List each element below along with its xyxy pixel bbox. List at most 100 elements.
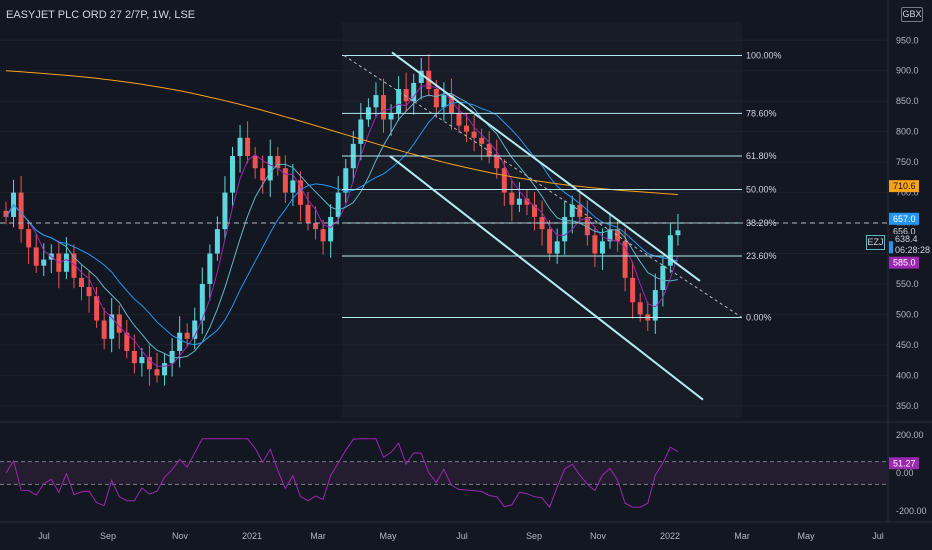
candle-body [26, 229, 32, 248]
candle-body [245, 137, 251, 157]
candle-body [501, 168, 507, 193]
candle-body [237, 137, 243, 157]
candle-body [252, 156, 258, 169]
ma-long-line [5, 70, 678, 195]
fib-level-label: 23.60% [746, 251, 777, 261]
candle-body [358, 119, 364, 144]
candle-body [275, 156, 281, 169]
candle-body [230, 156, 235, 193]
price-axis-label-bg [889, 180, 919, 193]
time-axis-label: 2022 [660, 531, 680, 541]
candle-body [146, 357, 152, 370]
price-axis-tick: 500.0 [896, 309, 919, 319]
candle-body [320, 229, 326, 242]
chart-title: EASYJET PLC ORD 27 2/7P, 1W, LSE [6, 9, 196, 21]
candle-body [94, 296, 100, 321]
time-axis-label: Nov [172, 531, 189, 541]
candle-body [267, 156, 273, 181]
candle-body [214, 229, 220, 254]
candle-body [516, 198, 522, 205]
fib-level-label: 50.00% [746, 185, 777, 195]
candle-body [41, 259, 47, 266]
candle-body [154, 369, 160, 376]
candle-body [599, 241, 605, 254]
time-axis-label: Sep [100, 531, 116, 541]
price-axis-tick: 900.0 [896, 66, 919, 76]
candle-body [260, 168, 266, 181]
candle-body [3, 210, 9, 217]
candle-body [396, 89, 402, 114]
time-axis-label: Mar [734, 531, 750, 541]
candle-body [79, 277, 84, 288]
candle-body [411, 82, 417, 102]
trend-line-lower [389, 155, 704, 401]
fib-level-label: 78.60% [746, 108, 777, 118]
candle-body [131, 350, 137, 364]
price-axis-tick: 750.0 [896, 157, 919, 167]
candle-body [554, 241, 560, 254]
candle-body [388, 113, 394, 120]
candle-body [335, 192, 341, 217]
ma-mid-line [5, 93, 678, 359]
candle-body [592, 235, 598, 254]
current-price-label: 638.4 06:28:28 [893, 234, 931, 256]
indicator-value-bg [889, 457, 919, 470]
bar-countdown: 06:28:28 [895, 245, 931, 255]
candle-body [448, 95, 454, 114]
fib-level-label: 100.00% [746, 51, 782, 61]
indicator-axis-tick: 0.00 [896, 468, 914, 478]
candle-body [305, 204, 311, 224]
time-axis-label: Mar [310, 531, 326, 541]
candle-body [675, 230, 681, 236]
price-axis-tick: 950.0 [896, 35, 919, 45]
candle-body [569, 204, 575, 217]
candle-body [381, 95, 386, 120]
candle-body [494, 156, 500, 169]
time-axis-label: Nov [590, 531, 607, 541]
candle-body [509, 192, 515, 205]
price-axis-tick: 800.0 [896, 127, 919, 137]
candle-body [433, 89, 439, 108]
candle-body [33, 247, 39, 266]
candle-body [607, 229, 613, 242]
candle-body [124, 332, 130, 351]
candle-body [532, 204, 537, 217]
price-axis-label: 656.0 [893, 226, 916, 236]
candle-body [328, 216, 334, 242]
candle-body [86, 287, 92, 297]
candle-body [464, 125, 470, 132]
candle-body [547, 229, 553, 254]
time-axis-label: Jul [872, 531, 884, 541]
time-axis-label: Sep [526, 531, 542, 541]
candle-body [441, 95, 447, 108]
ma-slow-line [5, 101, 679, 346]
candle-body [622, 241, 628, 278]
candle-body [630, 277, 636, 303]
candle-body [418, 70, 424, 83]
price-axis-tick: 400.0 [896, 370, 919, 380]
fib-level-label: 61.80% [746, 151, 777, 161]
candle-body [139, 357, 145, 364]
price-axis-tick: 350.0 [896, 401, 919, 411]
time-axis-label: 2021 [242, 531, 262, 541]
candle-body [116, 314, 122, 333]
candle-body [290, 180, 296, 193]
candle-body [192, 320, 198, 339]
candle-body [207, 253, 213, 284]
candle-body [199, 283, 205, 321]
fib-level-label: 0.00% [746, 312, 772, 322]
price-axis-label-bg [889, 256, 919, 269]
indicator-axis-tick: 200.00 [896, 430, 924, 440]
time-axis-label: May [379, 531, 397, 541]
candle-body [177, 332, 183, 351]
candle-body [562, 216, 568, 242]
trend-line-dashed [343, 55, 743, 318]
candle-body [667, 235, 673, 266]
candle-body [101, 320, 107, 339]
ticker-badge: EZJ [866, 235, 885, 250]
time-axis-label: Jul [456, 531, 468, 541]
price-axis-label: 710.6 [893, 181, 916, 191]
currency-badge[interactable]: GBX [901, 7, 923, 22]
price-axis-tick: 700.0 [896, 188, 919, 198]
